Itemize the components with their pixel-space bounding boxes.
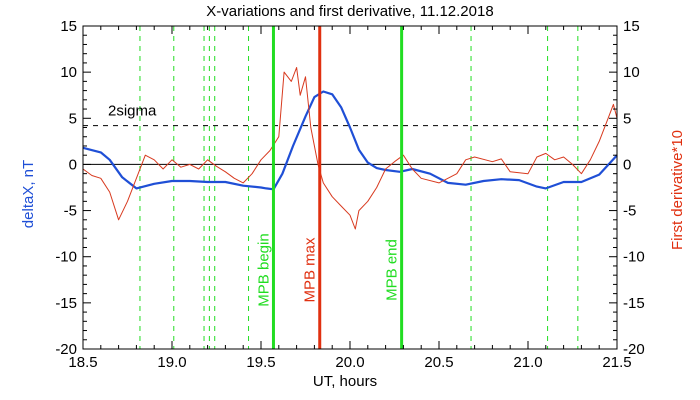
- x-tick-label-3: 20.0: [335, 354, 364, 371]
- y-axis-left-label: deltaX, nT: [20, 160, 37, 228]
- y-tick-label-right-7: 15: [623, 18, 640, 35]
- dashed-vertical-lines: [139, 26, 579, 349]
- x-tick-label-4: 20.5: [424, 354, 453, 371]
- y-tick-label-right-2: -10: [623, 249, 645, 266]
- x-tick-label-5: 21.0: [513, 354, 542, 371]
- y-tick-label-left-7: 15: [60, 18, 77, 35]
- y-tick-label-left-0: -20: [55, 341, 77, 358]
- marker-label-2: MPB end: [384, 239, 401, 301]
- x-tick-label-1: 19.0: [157, 354, 186, 371]
- y-tick-label-left-1: -15: [55, 295, 77, 312]
- y-tick-label-right-1: -15: [623, 295, 645, 312]
- marker-label-1: MPB max: [302, 237, 319, 303]
- y-tick-label-right-6: 10: [623, 64, 640, 81]
- derivative-series-line: [82, 67, 618, 230]
- plot-area: [83, 26, 617, 349]
- x-tick-label-6: 21.5: [602, 354, 631, 371]
- mpb-markers: MPB begin MPB max MPB end: [255, 26, 404, 349]
- y-tick-label-right-3: -5: [623, 203, 636, 220]
- plot-background: [83, 26, 617, 349]
- hline-label-0: 2sigma: [108, 103, 157, 120]
- data-series: [82, 67, 618, 230]
- x-tick-label-0: 18.5: [68, 354, 97, 371]
- y-tick-label-left-3: -5: [64, 203, 77, 220]
- y-tick-label-right-5: 5: [623, 110, 631, 127]
- y-tick-label-left-5: 5: [69, 110, 77, 127]
- x-tick-label-2: 19.5: [246, 354, 275, 371]
- y-tick-label-left-6: 10: [60, 64, 77, 81]
- horizontal-lines: 2sigma: [83, 103, 617, 165]
- marker-label-0: MPB begin: [255, 233, 272, 306]
- y-tick-label-left-2: -10: [55, 249, 77, 266]
- deltax-series-line: [82, 90, 618, 191]
- chart-title: X-variations and first derivative, 11.12…: [206, 3, 493, 20]
- x-axis-label: UT, hours: [313, 373, 377, 390]
- y-axis-right-label: First derivative*10: [669, 130, 686, 250]
- y-tick-label-right-4: 0: [623, 156, 631, 173]
- axes: 18.5 19.0 19.5 20.0 20.5 21.0 21.5-20 -20-15 -15…: [55, 18, 644, 371]
- y-tick-label-right-0: -20: [623, 341, 645, 358]
- y-tick-label-left-4: 0: [69, 156, 77, 173]
